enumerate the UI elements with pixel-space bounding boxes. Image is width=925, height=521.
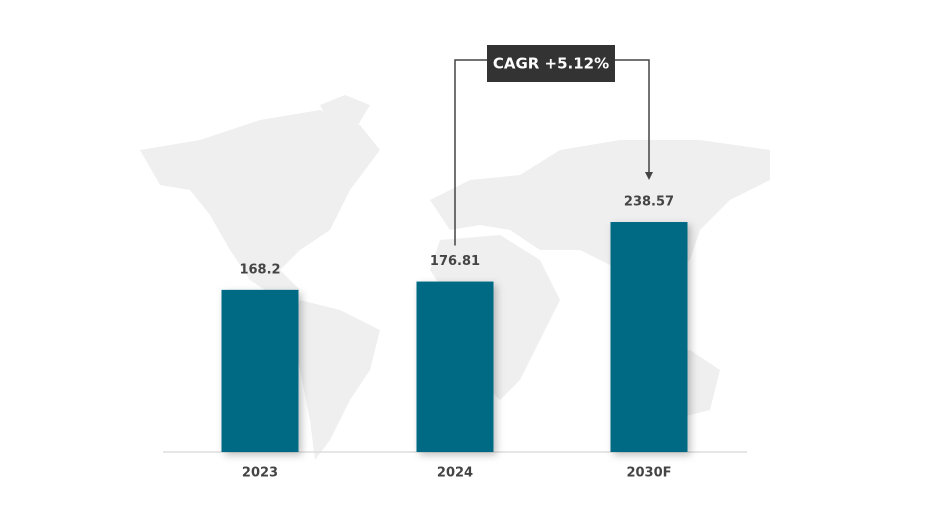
bar bbox=[610, 222, 688, 452]
value-label: 176.81 bbox=[430, 254, 480, 269]
annotation-bracket bbox=[454, 59, 487, 246]
bar bbox=[416, 281, 494, 452]
annotation-text: CAGR +5.12% bbox=[493, 55, 609, 73]
annotation-box bbox=[487, 45, 615, 82]
x-tick-label: 2023 bbox=[242, 466, 278, 481]
x-tick-label: 2030F bbox=[626, 466, 671, 481]
x-tick-label: 2024 bbox=[437, 466, 473, 481]
bar bbox=[221, 289, 299, 452]
annotation-arrow bbox=[645, 172, 653, 181]
value-label: 168.2 bbox=[239, 262, 280, 277]
value-label: 238.57 bbox=[624, 195, 674, 210]
cagr-annotation: CAGR +5.12% bbox=[454, 45, 653, 246]
annotation-bracket bbox=[615, 59, 650, 175]
